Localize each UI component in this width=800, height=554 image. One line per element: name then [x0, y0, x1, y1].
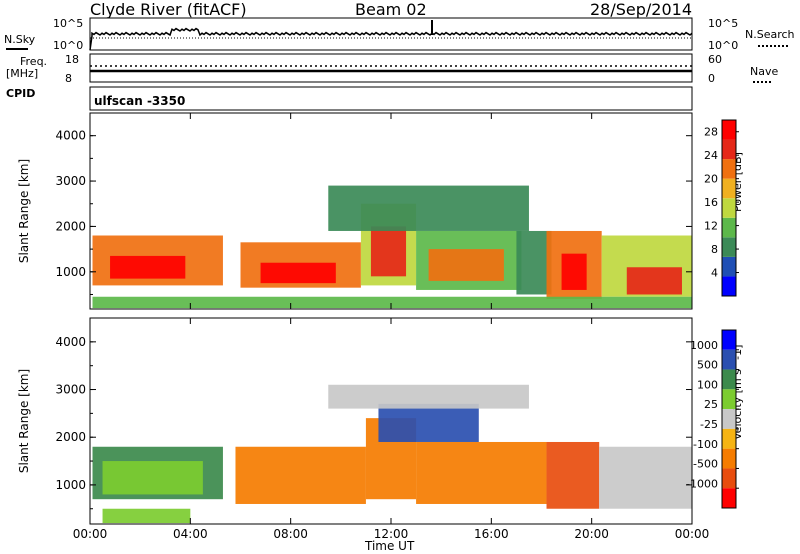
- velocity-colorbar-tick-label: 25: [704, 398, 718, 411]
- power-y-tick-label: 2000: [55, 219, 86, 233]
- velocity-cell: [416, 441, 547, 504]
- x-tick-label: 20:00: [574, 527, 609, 541]
- nsearch-legend-line: [758, 45, 788, 47]
- power-colorbar-frame: [721, 119, 737, 297]
- velocity-cell: [546, 441, 600, 509]
- velocity-colorbar-frame: [721, 329, 737, 509]
- freq-bottom-tick: 8: [65, 72, 72, 85]
- power-colorbar-tick-label: 12: [704, 220, 718, 233]
- date-title: 28/Sep/2014: [590, 0, 693, 19]
- x-tick-label: 00:00: [675, 527, 710, 541]
- power-colorbar-segment: [722, 276, 736, 296]
- power-colorbar-segment: [722, 178, 736, 199]
- power-colorbar-tick-label: 20: [704, 173, 718, 186]
- x-tick-label: 12:00: [374, 527, 409, 541]
- velocity-y-tick-label: 2000: [55, 430, 86, 444]
- velocity-colorbar-tick-label: -100: [693, 438, 718, 451]
- power-cell: [328, 185, 529, 231]
- freq-panel: [89, 53, 693, 83]
- x-tick-label: 04:00: [173, 527, 208, 541]
- power-y-tick-label: 1000: [55, 265, 86, 279]
- power-cell: [428, 249, 504, 281]
- cpid-value: ulfscan -3350: [94, 94, 186, 108]
- power-heatmap: [92, 185, 693, 309]
- power-cell: [516, 230, 552, 295]
- x-tick-label: 00:00: [73, 527, 108, 541]
- nsky-legend-line: [6, 48, 28, 50]
- power-cell: [561, 253, 587, 290]
- velocity-y-tick-label: 4000: [55, 335, 86, 349]
- velocity-colorbar-tick-label: 100: [697, 378, 718, 391]
- x-tick-label: 08:00: [273, 527, 308, 541]
- velocity-y-tick-label: 1000: [55, 478, 86, 492]
- power-y-tick-label: 4000: [55, 129, 86, 143]
- velocity-cell: [235, 446, 366, 504]
- velocity-colorbar-segment: [722, 488, 736, 508]
- power-colorbar-tick-label: 24: [704, 149, 718, 162]
- nave-top-tick: 60: [708, 53, 722, 66]
- freq-label: Freq.: [20, 55, 48, 68]
- power-cell: [260, 262, 336, 284]
- nsky-top-tick: 10^5: [53, 17, 84, 30]
- velocity-cell: [328, 384, 529, 409]
- cpid-panel: [89, 86, 693, 111]
- beam-title: Beam 02: [355, 0, 427, 19]
- velocity-y-axis-label: Slant Range [km]: [17, 369, 31, 473]
- velocity-colorbar-segment: [722, 448, 736, 469]
- velocity-colorbar-tick-label: -500: [693, 458, 718, 471]
- velocity-colorbar-segment: [722, 349, 736, 370]
- velocity-colorbar-segment: [722, 428, 736, 449]
- power-y-tick-label: 3000: [55, 174, 86, 188]
- cpid-label: CPID: [6, 87, 36, 100]
- nave-bottom-tick: 0: [708, 72, 715, 85]
- nave-legend-line: [753, 81, 771, 83]
- power-colorbar-segment: [722, 159, 736, 179]
- velocity-cell: [102, 508, 191, 524]
- velocity-colorbar-segment: [722, 330, 736, 350]
- power-colorbar-tick-label: 8: [711, 243, 718, 256]
- nsearch-label: N.Search: [745, 28, 795, 41]
- power-colorbar-tick-label: 28: [704, 126, 718, 139]
- power-cell: [110, 255, 186, 279]
- velocity-colorbar-tick-label: 500: [697, 359, 718, 372]
- power-colorbar-tick-label: 4: [711, 267, 718, 280]
- nsky-label: N.Sky: [4, 33, 36, 46]
- velocity-cell: [599, 446, 692, 509]
- nsky-bottom-tick: 10^0: [53, 39, 84, 52]
- nave-label: Nave: [750, 65, 779, 78]
- velocity-cell: [378, 403, 479, 442]
- power-colorbar-segment: [722, 139, 736, 160]
- x-axis-label: Time UT: [365, 539, 415, 553]
- velocity-colorbar-segment: [722, 369, 736, 390]
- velocity-y-tick-label: 3000: [55, 383, 86, 397]
- power-colorbar-segment: [722, 120, 736, 140]
- velocity-heatmap: [92, 384, 692, 524]
- velocity-colorbar-tick-label: -25: [700, 418, 718, 431]
- power-colorbar-segment: [722, 217, 736, 238]
- power-colorbar-segment: [722, 198, 736, 218]
- nsearch-bottom-tick: 10^0: [708, 39, 739, 52]
- velocity-colorbar-segment: [722, 468, 736, 489]
- power-colorbar-segment: [722, 237, 736, 257]
- velocity-colorbar-tick-label: 1000: [690, 339, 718, 352]
- x-tick-label: 16:00: [474, 527, 509, 541]
- station-title: Clyde River (fitACF): [90, 0, 247, 19]
- power-cell: [370, 226, 407, 277]
- freq-unit: [MHz]: [6, 67, 39, 80]
- velocity-colorbar-tick-label: -1000: [686, 477, 718, 490]
- power-colorbar-segment: [722, 256, 736, 277]
- freq-top-tick: 18: [65, 53, 79, 66]
- nsearch-top-tick: 10^5: [708, 17, 739, 30]
- power-cell: [92, 296, 693, 309]
- velocity-colorbar-segment: [722, 409, 736, 429]
- power-cell: [626, 267, 682, 295]
- velocity-cell: [102, 461, 203, 495]
- power-y-axis-label: Slant Range [km]: [17, 159, 31, 263]
- velocity-colorbar-segment: [722, 389, 736, 410]
- nsky-series: [89, 27, 693, 51]
- power-colorbar-tick-label: 16: [704, 196, 718, 209]
